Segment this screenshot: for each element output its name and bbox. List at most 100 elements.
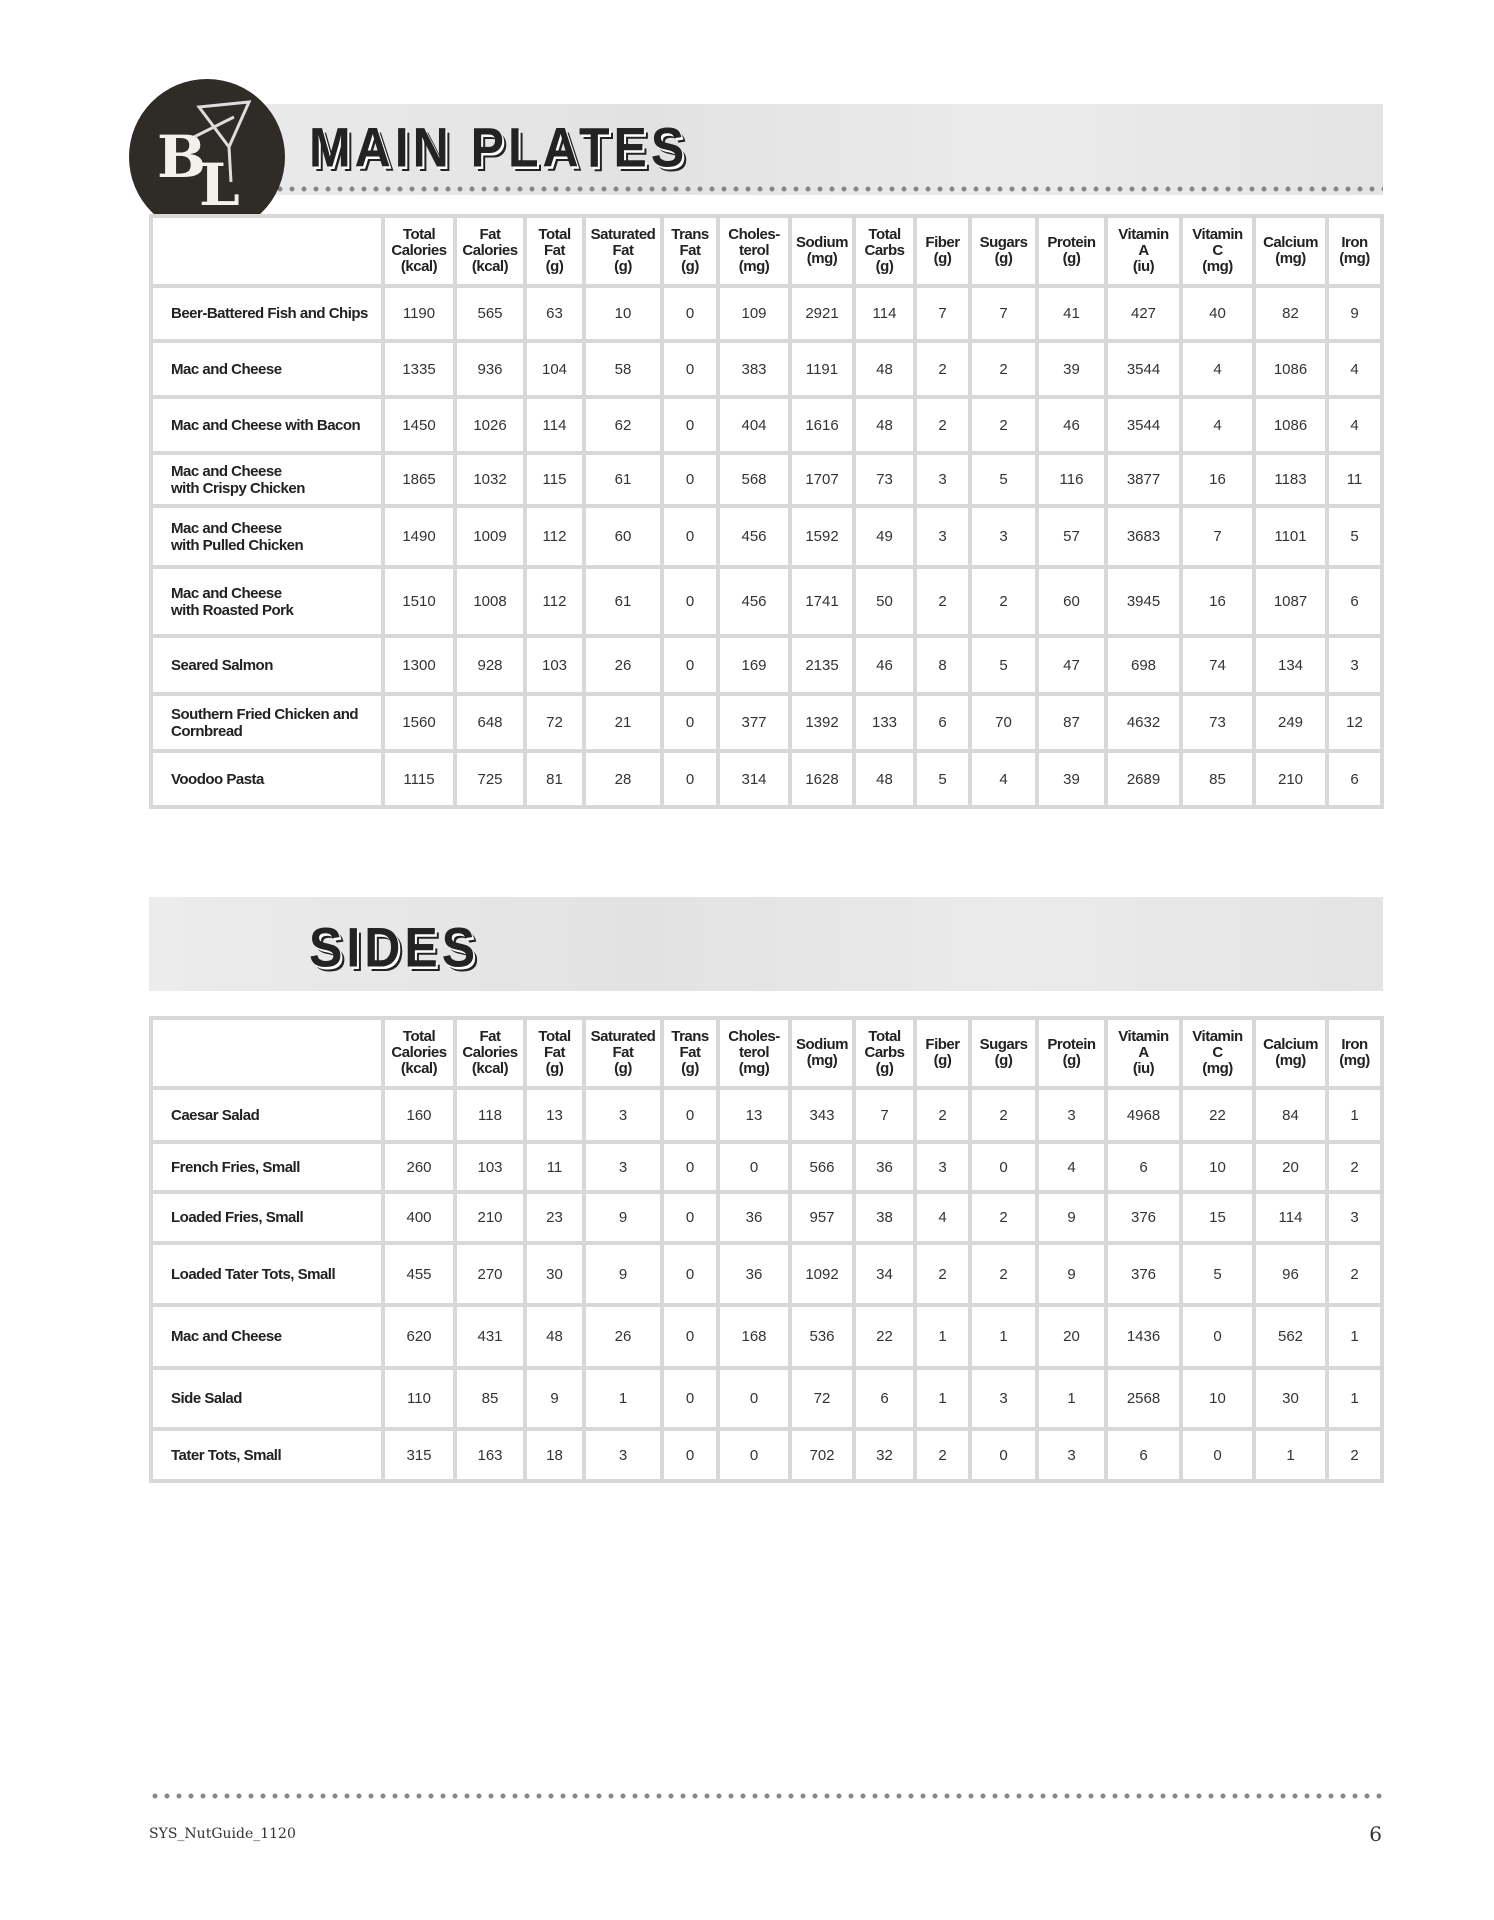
nutrient-value: 1741 — [788, 565, 856, 638]
nutrient-value: 4 — [1179, 395, 1256, 455]
table-row: Caesar Salad 160 118 13 3 0 13 343 7 2 2 3 4968 22 84 1 — [149, 1086, 1384, 1144]
item-name: Loaded Fries, Small — [149, 1190, 385, 1245]
logo-letter-l: L — [199, 151, 240, 219]
nutrient-value: 9 — [1325, 284, 1384, 343]
column-header: Calcium (mg) — [1252, 1016, 1329, 1090]
nutrient-value: 7 — [1179, 504, 1256, 569]
column-header: Calcium (mg) — [1252, 214, 1329, 288]
nutrient-value: 73 — [852, 451, 917, 508]
nutrient-value: 0 — [716, 1366, 792, 1431]
nutrient-value: 160 — [381, 1086, 457, 1144]
column-header: Sugars (g) — [968, 1016, 1039, 1090]
document-code: SYS_NutGuide_1120 — [149, 1826, 296, 1842]
nutrient-value: 3 — [968, 1366, 1039, 1431]
nutrient-value: 2689 — [1104, 749, 1183, 809]
nutrient-value: 0 — [716, 1140, 792, 1194]
nutrient-value: 4 — [913, 1190, 972, 1245]
sides-banner — [149, 897, 1383, 991]
nutrient-value: 84 — [1252, 1086, 1329, 1144]
nutrient-value: 46 — [852, 634, 917, 696]
nutrient-value: 0 — [660, 1241, 720, 1307]
footer-dotted-divider — [149, 1793, 1383, 1799]
nutrient-value: 698 — [1104, 634, 1183, 696]
nutrient-value: 20 — [1035, 1303, 1108, 1370]
nutrient-value: 2 — [1325, 1140, 1384, 1194]
nutrient-value: 6 — [1104, 1427, 1183, 1483]
item-name: Caesar Salad — [149, 1086, 385, 1144]
table-row: Mac and Cheese with Bacon 1450 1026 114 62 0 4… — [149, 395, 1384, 455]
nutrient-value: 5 — [1325, 504, 1384, 569]
nutrient-value: 48 — [852, 339, 917, 399]
nutrient-value: 26 — [582, 634, 664, 696]
column-header: Sodium (mg) — [788, 1016, 856, 1090]
nutrient-value: 1 — [1325, 1303, 1384, 1370]
nutrient-value: 2 — [913, 395, 972, 455]
nutrient-value: 12 — [1325, 692, 1384, 753]
item-name: Voodoo Pasta — [149, 749, 385, 809]
column-header: Fiber (g) — [913, 1016, 972, 1090]
sides-title: SIDES — [309, 916, 480, 979]
nutrient-value: 3 — [913, 504, 972, 569]
nutrient-value: 0 — [968, 1427, 1039, 1483]
nutrient-value: 376 — [1104, 1241, 1183, 1307]
nutrient-value: 114 — [523, 395, 586, 455]
nutrient-value: 3945 — [1104, 565, 1183, 638]
nutrient-value: 38 — [852, 1190, 917, 1245]
table-row: Beer-Battered Fish and Chips 1190 565 63 10 0… — [149, 284, 1384, 343]
nutrient-value: 39 — [1035, 749, 1108, 809]
nutrient-value: 1115 — [381, 749, 457, 809]
nutrient-value: 1 — [582, 1366, 664, 1431]
main-plates-title: MAIN PLATES — [309, 116, 689, 179]
nutrient-value: 22 — [1179, 1086, 1256, 1144]
nutrient-value: 85 — [453, 1366, 527, 1431]
nutrient-value: 3683 — [1104, 504, 1183, 569]
nutrient-value: 70 — [968, 692, 1039, 753]
nutrient-value: 1392 — [788, 692, 856, 753]
nutrient-value: 112 — [523, 504, 586, 569]
nutrient-value: 81 — [523, 749, 586, 809]
nutrient-value: 210 — [1252, 749, 1329, 809]
nutrient-value: 957 — [788, 1190, 856, 1245]
column-header: Vitamin A (iu) — [1104, 1016, 1183, 1090]
nutrient-value: 1616 — [788, 395, 856, 455]
main-plates-banner — [149, 104, 1383, 195]
page-number: 6 — [1369, 1822, 1382, 1846]
nutrient-value: 5 — [913, 749, 972, 809]
nutrient-value: 2 — [1325, 1427, 1384, 1483]
nutrient-value: 0 — [660, 284, 720, 343]
nutrient-value: 36 — [852, 1140, 917, 1194]
nutrient-value: 73 — [1179, 692, 1256, 753]
column-header: Total Carbs (g) — [852, 214, 917, 288]
nutrient-value: 3544 — [1104, 395, 1183, 455]
column-header: Vitamin A (iu) — [1104, 214, 1183, 288]
nutrient-value: 536 — [788, 1303, 856, 1370]
nutrient-value: 3 — [1035, 1427, 1108, 1483]
column-header: Sodium (mg) — [788, 214, 856, 288]
column-header: Trans Fat (g) — [660, 1016, 720, 1090]
nutrient-value: 3 — [913, 451, 972, 508]
nutrient-value: 0 — [660, 1190, 720, 1245]
nutrient-value: 2 — [913, 1241, 972, 1307]
main-plates-table: Total Calories (kcal) Fat Calories (kcal)… — [149, 214, 1384, 809]
nutrient-value: 22 — [852, 1303, 917, 1370]
nutrient-value: 1450 — [381, 395, 457, 455]
nutrient-value: 109 — [716, 284, 792, 343]
nutrient-value: 249 — [1252, 692, 1329, 753]
item-name: Seared Salmon — [149, 634, 385, 696]
nutrient-value: 11 — [523, 1140, 586, 1194]
nutrient-value: 2 — [913, 1427, 972, 1483]
nutrient-value: 4 — [1325, 395, 1384, 455]
logo-letter-b: B — [157, 123, 207, 191]
nutrient-value: 4968 — [1104, 1086, 1183, 1144]
column-header: Protein (g) — [1035, 214, 1108, 288]
column-header: Total Calories (kcal) — [381, 1016, 457, 1090]
table-row: Loaded Fries, Small 400 210 23 9 0 36 957 38 4 2 9 3… — [149, 1190, 1384, 1245]
item-name: French Fries, Small — [149, 1140, 385, 1194]
nutrient-value: 46 — [1035, 395, 1108, 455]
item-name: Mac and Cheese with Crispy Chicken — [149, 451, 385, 508]
nutrient-value: 270 — [453, 1241, 527, 1307]
nutrient-value: 427 — [1104, 284, 1183, 343]
nutrient-value: 72 — [788, 1366, 856, 1431]
column-header: Fat Calories (kcal) — [453, 214, 527, 288]
nutrient-value: 4 — [1179, 339, 1256, 399]
